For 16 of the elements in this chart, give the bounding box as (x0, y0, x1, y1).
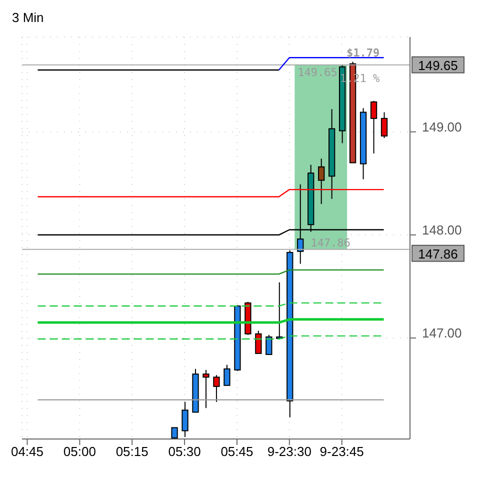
annotation: 149.65 (298, 66, 338, 79)
y-tick-label: 148.00 (422, 222, 462, 238)
ref-line-label: 149.65 (418, 58, 458, 73)
y-tick-label: 149.00 (422, 119, 462, 134)
x-tick-label: 05:00 (63, 444, 96, 460)
annotation: $1.79 (346, 46, 380, 60)
x-tick-label: 9-23:45 (320, 444, 364, 460)
y-tick-label: 147.00 (422, 325, 462, 340)
x-tick-label: 9-23:30 (267, 444, 312, 460)
x-tick-label: 04:45 (10, 444, 44, 460)
x-tick-label: 05:15 (116, 444, 148, 460)
x-tick-label: 05:45 (220, 444, 254, 460)
ref-line-label: 147.86 (418, 246, 458, 262)
x-tick-label: 05:30 (168, 444, 201, 460)
chart-title: 3 Min (11, 9, 45, 27)
annotation: 1.21 % (340, 72, 380, 85)
